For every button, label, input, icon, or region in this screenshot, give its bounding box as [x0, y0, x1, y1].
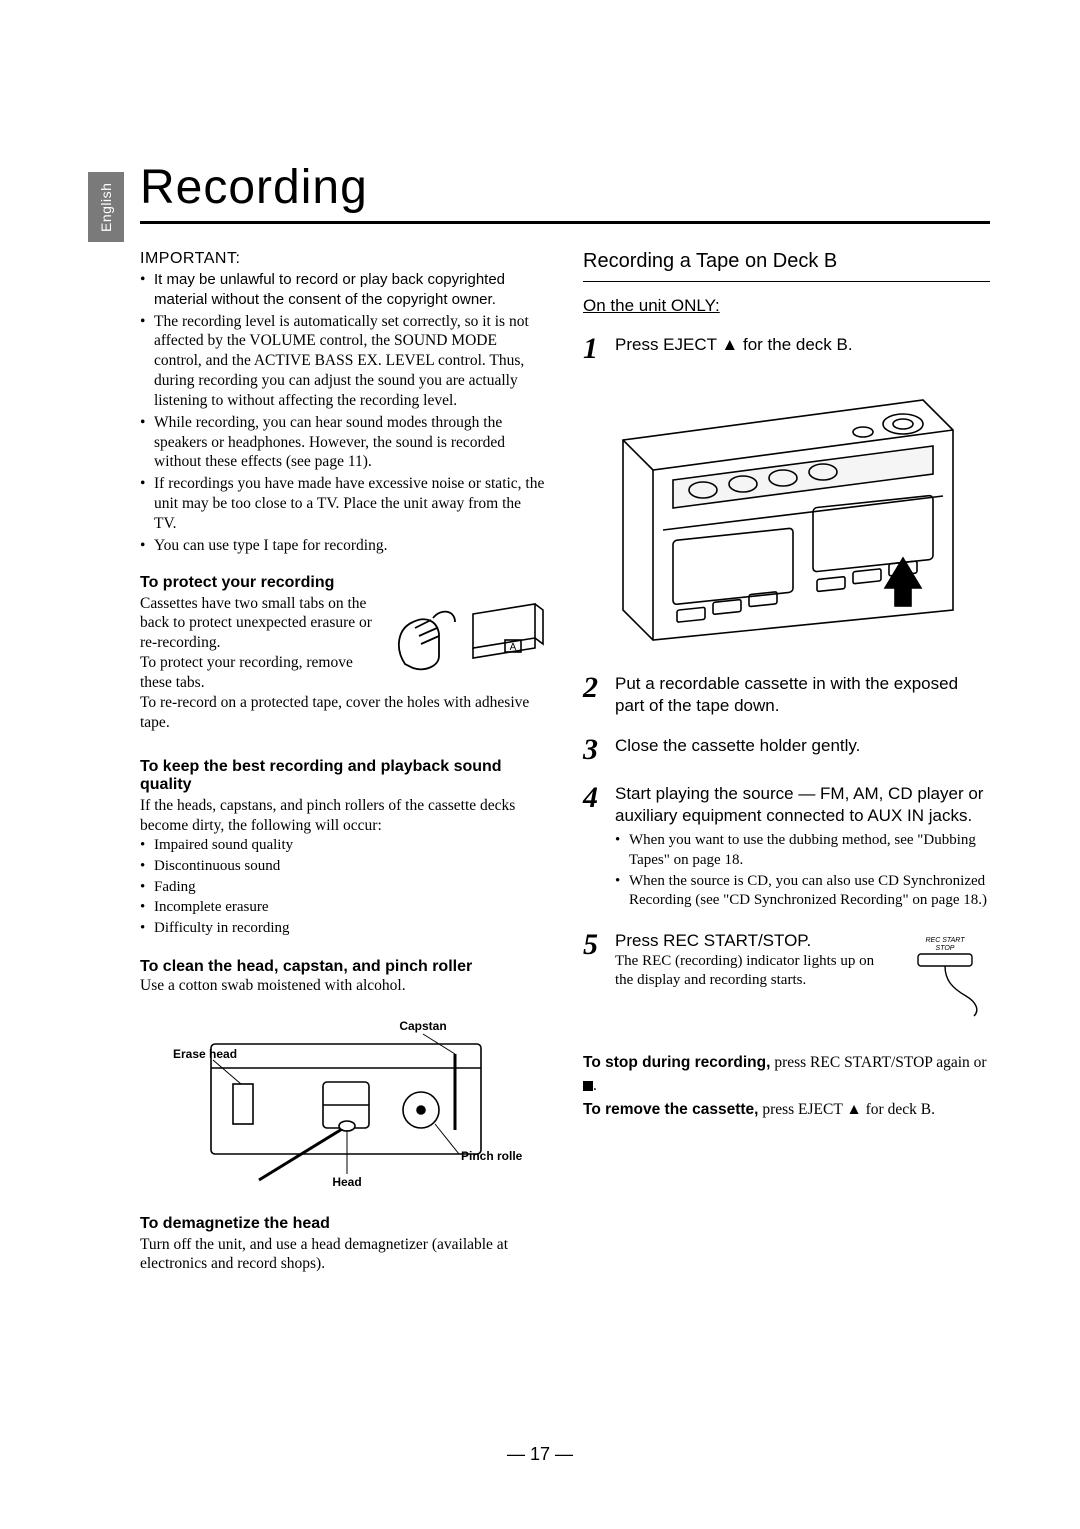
demag-heading: To demagnetize the head	[140, 1215, 545, 1233]
content-columns: IMPORTANT: It may be unlawful to record …	[140, 250, 990, 1274]
quality-item: Impaired sound quality	[140, 836, 545, 855]
important-item-text: It may be unlawful to record or play bac…	[154, 271, 505, 308]
footer-lines: To stop during recording, press REC STAR…	[583, 1051, 990, 1121]
step-number: 4	[583, 783, 605, 813]
remove-line: To remove the cassette, press EJECT ▲ fo…	[583, 1098, 990, 1121]
quality-heading: To keep the best recording and playback …	[140, 758, 545, 794]
quality-item: Difficulty in recording	[140, 919, 545, 938]
quality-intro: If the heads, capstans, and pinch roller…	[140, 796, 545, 836]
step-3: 3 Close the cassette holder gently.	[583, 735, 990, 765]
stop-icon	[583, 1081, 593, 1091]
fig-label-pinch-roller: Pinch roller	[461, 1149, 523, 1163]
svg-text:STOP: STOP	[936, 945, 955, 952]
remove-rest: press EJECT ▲ for deck B.	[758, 1101, 935, 1118]
clean-body: Use a cotton swab moistened with alcohol…	[140, 976, 545, 996]
step-4: 4 Start playing the source — FM, AM, CD …	[583, 783, 990, 912]
clean-heading: To clean the head, capstan, and pinch ro…	[140, 958, 545, 976]
step-number: 1	[583, 334, 605, 364]
step-1: 1 Press EJECT ▲ for the deck B.	[583, 334, 990, 364]
step4-bullet: When you want to use the dubbing method,…	[615, 831, 990, 869]
title-rule	[140, 221, 990, 224]
protect-body2: To protect your recording, remove these …	[140, 653, 373, 693]
important-label: IMPORTANT:	[140, 250, 545, 268]
quality-list: Impaired sound quality Discontinuous sou…	[140, 836, 545, 938]
fig-label-capstan: Capstan	[399, 1019, 446, 1033]
svg-text:REC START: REC START	[925, 937, 965, 944]
stop-lead: To stop during recording,	[583, 1054, 770, 1071]
quality-item: Fading	[140, 878, 545, 897]
step-text: Close the cassette holder gently.	[615, 735, 990, 757]
fig-label-head: Head	[332, 1175, 361, 1189]
important-list: It may be unlawful to record or play bac…	[140, 270, 545, 556]
important-item: If recordings you have made have excessi…	[140, 474, 545, 533]
language-tab: English	[88, 172, 124, 242]
protect-body1: Cassettes have two small tabs on the bac…	[140, 594, 373, 653]
quality-item: Discontinuous sound	[140, 857, 545, 876]
remove-lead: To remove the cassette,	[583, 1101, 758, 1118]
right-column: Recording a Tape on Deck B On the unit O…	[583, 250, 990, 1274]
step-text: Press REC START/STOP.	[615, 930, 890, 952]
important-item: It may be unlawful to record or play bac…	[140, 270, 545, 310]
step-number: 3	[583, 735, 605, 765]
step-5: 5 Press REC START/STOP. The REC (recordi…	[583, 930, 990, 1025]
step5-sub: The REC (recording) indicator lights up …	[615, 952, 890, 990]
important-item: While recording, you can hear sound mode…	[140, 413, 545, 472]
demag-body: Turn off the unit, and use a head demagn…	[140, 1235, 545, 1275]
section-rule	[583, 281, 990, 282]
page-title: Recording	[140, 160, 990, 215]
cassette-tab-figure: A	[385, 594, 545, 680]
stop-line: To stop during recording, press REC STAR…	[583, 1051, 990, 1098]
rec-button-figure: REC START STOP	[900, 930, 990, 1025]
svg-text:A: A	[510, 642, 517, 653]
step4-bullets: When you want to use the dubbing method,…	[615, 831, 990, 910]
quality-item: Incomplete erasure	[140, 898, 545, 917]
step-2: 2 Put a recordable cassette in with the …	[583, 673, 990, 717]
capstan-figure: Capstan Erase head Pinch roller Head	[140, 1010, 545, 1205]
page-number: — 17 —	[0, 1444, 1080, 1465]
protect-block: Cassettes have two small tabs on the bac…	[140, 594, 545, 693]
section-title: Recording a Tape on Deck B	[583, 250, 990, 273]
important-item: The recording level is automatically set…	[140, 312, 545, 411]
step4-bullet: When the source is CD, you can also use …	[615, 872, 990, 910]
protect-body3: To re-record on a protected tape, cover …	[140, 693, 545, 733]
on-unit-label: On the unit ONLY:	[583, 296, 990, 316]
step-text: Start playing the source — FM, AM, CD pl…	[615, 783, 990, 827]
step-number: 5	[583, 930, 605, 960]
important-item: You can use type I tape for recording.	[140, 536, 545, 556]
protect-heading: To protect your recording	[140, 574, 545, 592]
deck-figure	[603, 380, 990, 655]
left-column: IMPORTANT: It may be unlawful to record …	[140, 250, 545, 1274]
fig-label-erase-head: Erase head	[173, 1047, 237, 1061]
step-text: Press EJECT ▲ for the deck B.	[615, 334, 990, 356]
stop-rest: press REC START/STOP again or	[770, 1054, 986, 1071]
step-text: Put a recordable cassette in with the ex…	[615, 673, 990, 717]
step-number: 2	[583, 673, 605, 703]
